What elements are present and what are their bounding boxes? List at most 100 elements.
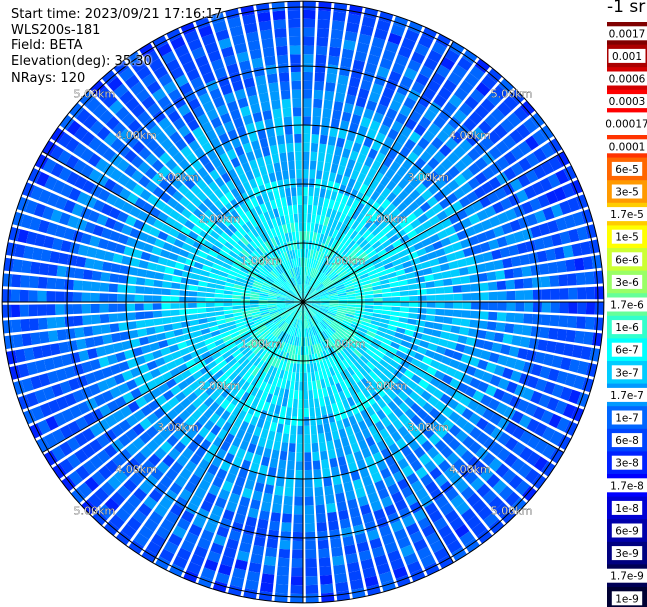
ppi-cell xyxy=(347,268,357,275)
ppi-cell xyxy=(470,88,485,103)
ppi-cell xyxy=(524,302,534,312)
ppi-cell xyxy=(493,225,505,238)
ppi-cell xyxy=(327,217,334,228)
ppi-cell xyxy=(381,257,392,266)
colorbar-tick-label: 0.0001 xyxy=(609,141,646,153)
ppi-cell xyxy=(332,109,342,120)
ppi-cell xyxy=(353,105,365,117)
colorbar-tick-label: 1e-9 xyxy=(615,593,639,605)
ppi-cell xyxy=(451,241,463,252)
ppi-cell xyxy=(391,173,403,185)
ppi-cell xyxy=(468,235,480,246)
ppi-cell xyxy=(312,116,321,126)
ppi-cell xyxy=(530,264,541,276)
ppi-cell xyxy=(574,257,585,271)
ppi-cell xyxy=(360,145,370,156)
ppi-cell xyxy=(353,180,363,192)
ppi-cell xyxy=(577,287,587,300)
ppi-cell xyxy=(532,164,547,180)
ppi-cell xyxy=(319,134,328,145)
ppi-cell xyxy=(314,281,321,289)
ppi-cell xyxy=(513,106,529,122)
ppi-cell xyxy=(325,282,334,289)
ppi-cell xyxy=(332,11,346,22)
ppi-cell xyxy=(303,248,306,258)
ppi-cell xyxy=(315,283,323,290)
ppi-cell xyxy=(417,213,429,224)
ppi-cell xyxy=(549,275,560,287)
ppi-cell xyxy=(319,291,328,296)
ppi-cell xyxy=(309,178,315,188)
ppi-cell xyxy=(346,196,355,207)
ppi-cell xyxy=(308,267,312,277)
ppi-cell xyxy=(460,318,471,327)
ppi-cell xyxy=(496,280,507,290)
ppi-cell xyxy=(369,212,380,223)
ppi-cell xyxy=(467,177,480,190)
ppi-cell xyxy=(303,231,306,241)
ppi-cell xyxy=(356,42,370,54)
ppi-cell xyxy=(378,220,388,231)
ppi-cell xyxy=(509,219,522,232)
ppi-cell xyxy=(328,292,338,297)
ppi-cell xyxy=(464,226,476,237)
ppi-cell xyxy=(478,320,488,330)
ppi-cell xyxy=(575,272,586,286)
ppi-cell xyxy=(409,131,422,144)
ppi-cell xyxy=(425,281,435,288)
ppi-cell xyxy=(540,160,555,176)
ppi-cell xyxy=(426,79,441,93)
ppi-cell xyxy=(329,272,338,280)
ppi-cell xyxy=(382,87,395,99)
ppi-cell xyxy=(332,182,341,193)
ppi-cell xyxy=(384,168,396,180)
ppi-cell xyxy=(391,291,401,297)
ppi-cell xyxy=(325,235,332,246)
ppi-cell xyxy=(399,234,410,244)
ppi-cell xyxy=(462,302,472,310)
ppi-cell xyxy=(327,135,337,146)
ppi-cell xyxy=(372,112,384,124)
ppi-cell xyxy=(399,218,410,229)
ppi-cell xyxy=(303,142,310,152)
ppi-cell xyxy=(410,218,421,229)
ppi-cell xyxy=(327,64,339,75)
ppi-cell xyxy=(497,101,512,117)
colorbar-tick-label: 1e-6 xyxy=(615,322,639,334)
ppi-cell xyxy=(390,311,400,317)
ppi-cell xyxy=(504,268,514,279)
ppi-cell xyxy=(396,201,408,213)
ppi-cell xyxy=(306,258,310,267)
ppi-cell xyxy=(418,35,434,49)
ppi-cell xyxy=(433,150,446,163)
ppi-cell xyxy=(364,294,374,299)
ppi-cell xyxy=(324,226,331,236)
colorbar-tick-label: 3e-8 xyxy=(615,458,639,470)
ppi-cell xyxy=(533,147,547,163)
ppi-cell xyxy=(355,292,365,296)
ppi-cell xyxy=(303,178,309,188)
ppi-cell xyxy=(480,136,495,150)
ppi-cell xyxy=(334,251,342,261)
ppi-cell xyxy=(509,89,525,105)
ppi-cell xyxy=(349,230,358,240)
ppi-cell xyxy=(337,292,347,297)
ppi-cell xyxy=(329,303,339,306)
ppi-cell xyxy=(530,225,542,238)
ppi-cell xyxy=(327,287,336,293)
ppi-cell xyxy=(532,130,547,146)
ppi-cell xyxy=(424,208,436,219)
ppi-cell xyxy=(311,295,320,300)
ppi-cell xyxy=(584,316,595,330)
ppi-cell xyxy=(448,233,460,244)
ppi-cell xyxy=(397,190,409,201)
ppi-cell xyxy=(437,229,448,240)
ppi-cell xyxy=(346,308,356,313)
ppi-cell xyxy=(337,268,346,276)
ppi-cell xyxy=(338,303,348,307)
ppi-cell xyxy=(308,258,312,268)
ppi-cell xyxy=(446,151,460,165)
ppi-cell xyxy=(329,259,336,268)
ppi-cell xyxy=(471,302,480,310)
ppi-cell xyxy=(510,256,522,267)
